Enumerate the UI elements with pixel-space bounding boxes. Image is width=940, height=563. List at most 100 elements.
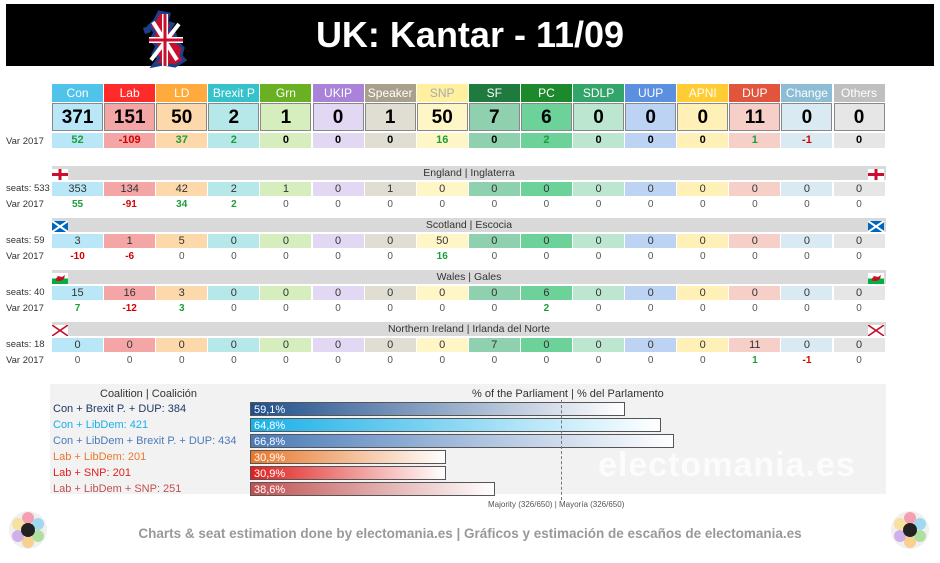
region-seat-cell: 0 [781, 234, 833, 248]
region-seat-cell: 0 [364, 286, 416, 300]
coalition-bar: 30,9% [250, 450, 447, 464]
region-var-cell: 0 [804, 251, 810, 262]
region-seat-cell: 0 [781, 182, 833, 196]
region-seat-cell: 0 [833, 182, 885, 196]
party-var-2017: 0 [677, 133, 729, 148]
region-seat-cell: 7 [468, 338, 520, 352]
region-seat-cell: 0 [573, 338, 625, 352]
coalition-bar: 38,6% [250, 482, 495, 496]
party-header: UUP [625, 84, 677, 102]
region-var-cell: 0 [387, 199, 393, 210]
northern-ireland-flag-icon [867, 323, 885, 337]
coalition-label: Con + LibDem + Brexit P. + DUP: 434 [53, 435, 237, 447]
page-title: UK: Kantar - 11/09 [315, 14, 625, 55]
region-var-cell: 0 [752, 199, 758, 210]
region-seat-cell: 0 [729, 234, 781, 248]
region-var-cell: 0 [699, 251, 706, 262]
party-header: SDLP [573, 84, 625, 102]
region-title: Wales | Gales [52, 270, 886, 284]
region-var-cell: 1 [752, 355, 758, 366]
region-seats-label: seats: 40 [6, 287, 45, 298]
region-seat-cell: 0 [677, 234, 729, 248]
party-seat-total: 50 [156, 103, 208, 131]
party-seat-total: 0 [833, 103, 885, 131]
majority-label: Majority (326/650) | Mayoría (326/650) [488, 500, 625, 509]
region-var-cell: 34 [176, 199, 188, 210]
party-var-2017: -1 [781, 133, 833, 148]
region-title: England | Inglaterra [52, 166, 886, 180]
party-var-2017: -109 [104, 133, 156, 148]
region-var-cell: -10 [70, 251, 85, 262]
party-header: SF [468, 84, 520, 102]
party-header: Speaker [364, 84, 416, 102]
region-var-cell: 0 [231, 355, 237, 366]
region-var-cell: -91 [122, 199, 137, 210]
party-var-2017: 0 [312, 133, 364, 148]
region-seat-cell: 0 [312, 182, 364, 196]
electomania-logo-icon [891, 511, 929, 549]
wales-flag-icon [52, 271, 68, 284]
coalition-label: Con + Brexit P. + DUP: 384 [53, 403, 187, 415]
region-seat-cell: 0 [677, 182, 729, 196]
coalition-bar: 66,8% [250, 434, 674, 448]
party-seat-total: 1 [364, 103, 416, 131]
region-var-cell: 0 [647, 355, 654, 366]
coalition-label: Lab + LibDem: 201 [53, 451, 147, 463]
region-var-cell: 0 [491, 251, 498, 262]
party-header: Con [52, 84, 104, 102]
region-seat-cell: 0 [312, 338, 364, 352]
region-seat-cell: 0 [312, 234, 364, 248]
region-var-cell: 0 [804, 199, 810, 210]
region-var-cell: 0 [178, 355, 185, 366]
region-seat-cell: 0 [312, 286, 364, 300]
region-var-cell: 0 [283, 303, 289, 314]
party-header: LD [156, 84, 208, 102]
party-seat-total: 0 [677, 103, 729, 131]
party-var-2017: 37 [156, 133, 208, 148]
region-seat-cell: 5 [156, 234, 208, 248]
region-var-cell: 0 [647, 199, 654, 210]
var-2017-label: Var 2017 [6, 355, 44, 366]
region-seat-cell: 1 [104, 234, 156, 248]
region-var-cell: 0 [387, 355, 393, 366]
party-header: UKIP [312, 84, 364, 102]
region-var-cell: 0 [231, 303, 237, 314]
party-seat-total: 0 [625, 103, 677, 131]
region-title: Scotland | Escocia [52, 218, 886, 232]
region-seat-cell: 0 [781, 286, 833, 300]
region-seat-cell: 0 [156, 338, 208, 352]
party-header: Others [833, 84, 885, 102]
region-seat-cell: 15 [52, 286, 104, 300]
region-var-cell: 0 [856, 303, 862, 314]
region-seat-cell: 0 [625, 338, 677, 352]
region-var-cell: 0 [335, 303, 341, 314]
region-seat-cell: 11 [729, 338, 781, 352]
region-seat-cell: 0 [104, 338, 156, 352]
region-var-cell: 0 [335, 199, 341, 210]
region-var-cell: 7 [74, 303, 81, 314]
header-bar: UK: Kantar - 11/09 [6, 4, 934, 68]
region-var-cell: -1 [802, 355, 812, 366]
region-var-cell: 0 [699, 199, 706, 210]
region-seat-cell: 3 [156, 286, 208, 300]
party-header: SNP [416, 84, 468, 102]
region-title: Northern Ireland | Irlanda del Norte [52, 322, 886, 336]
region-seat-cell: 0 [781, 338, 833, 352]
region-var-cell: 0 [491, 199, 498, 210]
party-header: Change UK [781, 84, 833, 118]
region-seat-cell: 0 [833, 286, 885, 300]
party-header: DUP [729, 84, 781, 102]
party-var-2017: 1 [729, 133, 781, 148]
party-var-2017: 0 [833, 133, 885, 148]
party-var-2017: 2 [520, 133, 572, 148]
region-var-cell: 0 [752, 251, 758, 262]
party-seat-total: 2 [208, 103, 260, 131]
uk-map-icon [143, 10, 187, 68]
party-var-2017: 0 [468, 133, 520, 148]
region-seat-cell: 134 [104, 182, 156, 196]
region-var-cell: 55 [71, 199, 84, 210]
footer-credits: Charts & seat estimation done by electom… [138, 526, 802, 541]
electomania-logo-icon [9, 511, 47, 549]
england-flag-icon [868, 167, 884, 180]
party-header: PC [520, 84, 572, 102]
